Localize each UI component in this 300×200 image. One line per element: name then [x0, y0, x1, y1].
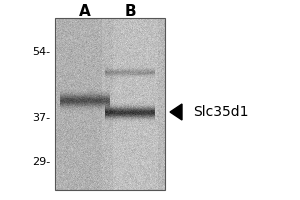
Text: 37-: 37- [32, 113, 50, 123]
Text: Slc35d1: Slc35d1 [193, 105, 248, 119]
Polygon shape [170, 104, 182, 120]
Text: B: B [124, 4, 136, 20]
Bar [55, 18, 165, 190]
Text: 29-: 29- [32, 157, 50, 167]
Text: A: A [79, 4, 91, 20]
Text: 54-: 54- [32, 47, 50, 57]
